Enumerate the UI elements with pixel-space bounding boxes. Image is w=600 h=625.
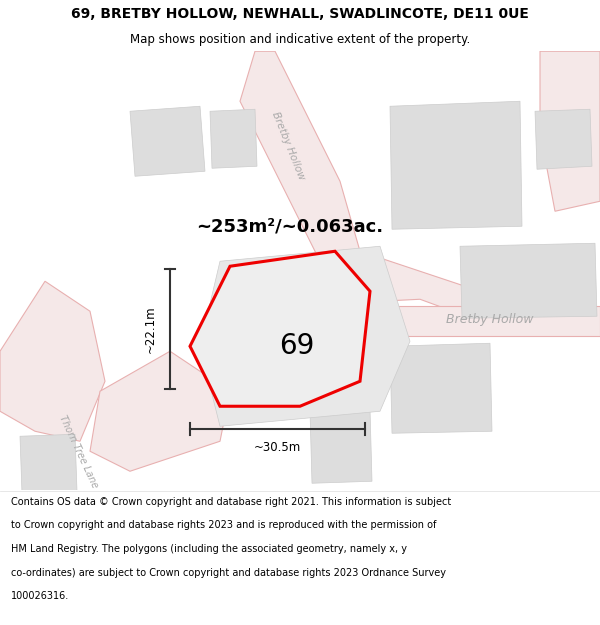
Polygon shape (535, 109, 592, 169)
Polygon shape (210, 109, 257, 168)
Text: Map shows position and indicative extent of the property.: Map shows position and indicative extent… (130, 34, 470, 46)
Polygon shape (380, 306, 600, 336)
Text: Thorn Tree Lane: Thorn Tree Lane (57, 413, 99, 489)
Polygon shape (130, 106, 205, 176)
Text: Bretby Hollow: Bretby Hollow (270, 111, 306, 182)
Polygon shape (200, 246, 410, 426)
Polygon shape (20, 434, 77, 493)
Polygon shape (540, 51, 600, 211)
Polygon shape (310, 409, 372, 483)
Polygon shape (360, 251, 570, 336)
Text: 69: 69 (279, 331, 314, 359)
Polygon shape (190, 251, 370, 406)
Text: ~30.5m: ~30.5m (254, 441, 301, 454)
Text: ~22.1m: ~22.1m (143, 306, 157, 353)
Text: to Crown copyright and database rights 2023 and is reproduced with the permissio: to Crown copyright and database rights 2… (11, 521, 436, 531)
Text: HM Land Registry. The polygons (including the associated geometry, namely x, y: HM Land Registry. The polygons (includin… (11, 544, 407, 554)
Text: 100026316.: 100026316. (11, 591, 69, 601)
Polygon shape (0, 281, 105, 441)
Text: Bretby Hollow: Bretby Hollow (446, 312, 534, 326)
Polygon shape (460, 243, 597, 318)
Polygon shape (240, 51, 400, 346)
Text: co-ordinates) are subject to Crown copyright and database rights 2023 Ordnance S: co-ordinates) are subject to Crown copyr… (11, 568, 446, 578)
Polygon shape (390, 101, 522, 229)
Text: Contains OS data © Crown copyright and database right 2021. This information is : Contains OS data © Crown copyright and d… (11, 497, 451, 507)
Polygon shape (90, 351, 230, 471)
Text: ~253m²/~0.063ac.: ~253m²/~0.063ac. (196, 217, 383, 235)
Text: 69, BRETBY HOLLOW, NEWHALL, SWADLINCOTE, DE11 0UE: 69, BRETBY HOLLOW, NEWHALL, SWADLINCOTE,… (71, 8, 529, 21)
Polygon shape (390, 343, 492, 433)
